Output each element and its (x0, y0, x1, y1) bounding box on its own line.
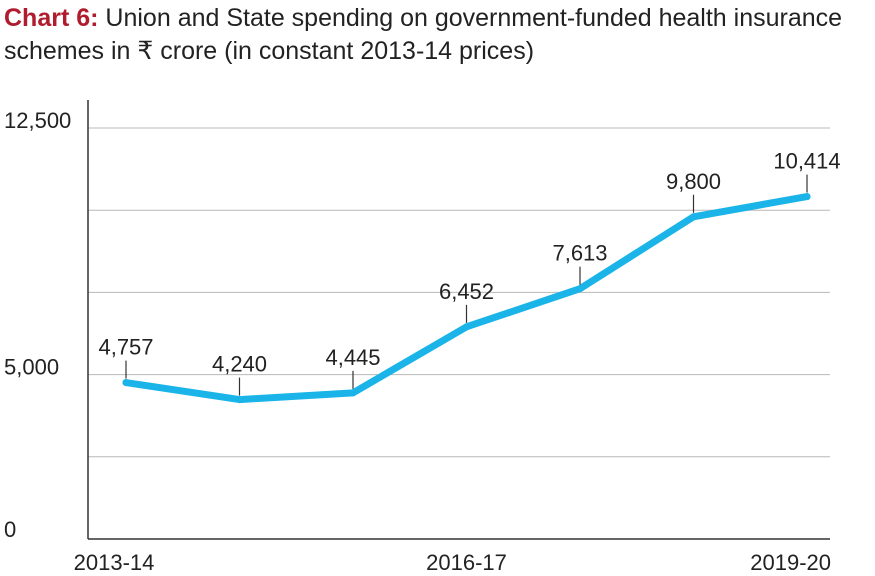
chart-title: Chart 6: Union and State spending on gov… (4, 2, 872, 68)
data-point (463, 323, 470, 331)
data-point (236, 396, 243, 404)
tick-labels: 0 5,000 12,500 2013-14 2016-17 2019-20 (4, 108, 831, 575)
chart-number: Chart 6: (4, 4, 99, 32)
data-labels: 4,757 4,240 4,445 6,452 7,613 9,800 10,414 (98, 149, 841, 396)
data-label: 6,452 (439, 279, 494, 304)
y-tick-label: 5,000 (4, 355, 59, 380)
data-point (576, 285, 584, 293)
data-label: 10,414 (773, 149, 840, 174)
data-point (803, 193, 811, 201)
data-label: 9,800 (666, 169, 721, 194)
chart-title-text: Union and State spending on government-f… (4, 4, 843, 65)
data-point (690, 213, 697, 221)
x-tick-label: 2019-20 (750, 550, 831, 575)
gridlines (88, 127, 830, 458)
data-label: 4,445 (325, 345, 380, 370)
data-label: 4,240 (212, 352, 267, 377)
y-tick-label: 0 (4, 517, 16, 542)
data-label: 4,757 (98, 335, 153, 360)
series (122, 193, 811, 404)
data-point (349, 389, 357, 397)
data-point (122, 379, 130, 387)
x-tick-label: 2013-14 (74, 550, 155, 575)
axes (87, 100, 830, 540)
y-tick-label: 12,500 (4, 108, 71, 133)
x-tick-label: 2016-17 (426, 550, 507, 575)
data-label: 7,613 (552, 241, 607, 266)
